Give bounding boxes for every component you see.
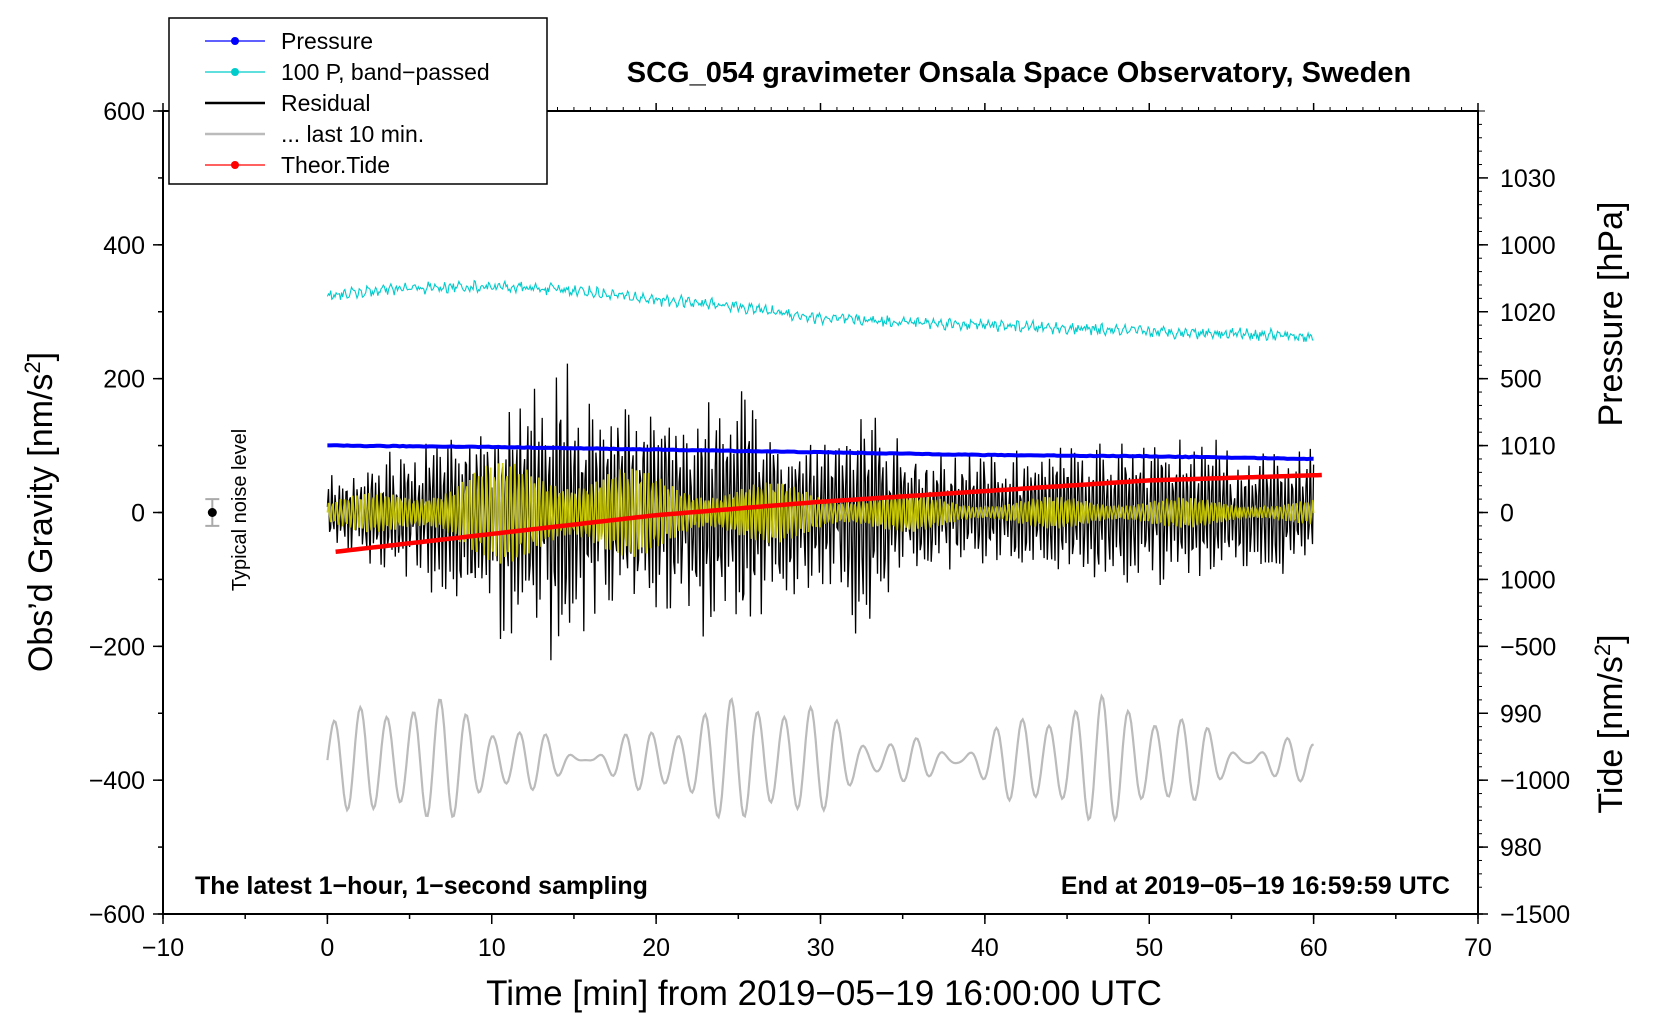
series-residual-bandpassed bbox=[326, 462, 1315, 564]
noise-level-label: Typical noise level bbox=[229, 429, 251, 591]
x-tick-label: 40 bbox=[971, 934, 999, 962]
tick-layer: −10 0 10 20 30 40 50 60 706004002000−200−400−600… bbox=[89, 98, 1571, 962]
tide-tick-label: 0 bbox=[1500, 500, 1514, 528]
legend-box bbox=[168, 17, 548, 185]
annotation-end-time: End at 2019−05−19 16:59:59 UTC bbox=[1061, 872, 1450, 900]
x-tick-label: 30 bbox=[807, 934, 835, 962]
y-tick-label: 0 bbox=[131, 500, 145, 528]
x-tick-label: 0 bbox=[320, 934, 334, 962]
y-tick-label: 400 bbox=[103, 232, 145, 260]
legend-label: Theor.Tide bbox=[281, 152, 390, 178]
legend-swatch-dot bbox=[231, 37, 239, 45]
legend-entries: Pressure 100 P, band−passed Residual ... la… bbox=[205, 28, 490, 178]
x-axis-label: Time [min] from 2019−05−19 16:00:00 UTC bbox=[486, 974, 1162, 1013]
y-tick-label: −200 bbox=[89, 633, 145, 661]
pressure-tick-label: 1000 bbox=[1500, 566, 1556, 594]
legend-label: Residual bbox=[281, 90, 371, 116]
legend-swatch-dot bbox=[231, 68, 239, 76]
y-axis-label-tide: Tide [nm/s2] bbox=[1590, 634, 1630, 813]
tide-tick-label: −1000 bbox=[1500, 767, 1570, 795]
y-axis-label-pressure: Pressure [hPa] bbox=[1592, 202, 1630, 427]
x-tick-label: 70 bbox=[1464, 934, 1492, 962]
legend-label: Pressure bbox=[281, 28, 373, 54]
pressure-tick-label: 980 bbox=[1500, 834, 1542, 862]
tide-tick-label: 500 bbox=[1500, 366, 1542, 394]
x-tick-label: 20 bbox=[642, 934, 670, 962]
legend-swatch-dot bbox=[231, 161, 239, 169]
x-tick-label: −10 bbox=[142, 934, 184, 962]
x-tick-label: 50 bbox=[1135, 934, 1163, 962]
chart-title: SCG_054 gravimeter Onsala Space Observat… bbox=[627, 57, 1411, 89]
x-tick-label: 10 bbox=[478, 934, 506, 962]
y-tick-label: −400 bbox=[89, 767, 145, 795]
y-tick-label: 200 bbox=[103, 366, 145, 394]
legend: Pressure 100 P, band−passed Residual ... la… bbox=[168, 17, 548, 185]
pressure-tick-label: 1030 bbox=[1500, 165, 1556, 193]
tide-tick-label: −500 bbox=[1500, 633, 1556, 661]
x-tick-label: 60 bbox=[1300, 934, 1328, 962]
series-layer bbox=[326, 279, 1322, 823]
pressure-tick-label: 1010 bbox=[1500, 433, 1556, 461]
noise-point bbox=[207, 508, 217, 517]
series-pressure-bandpassed bbox=[326, 279, 1314, 342]
pressure-tick-label: 990 bbox=[1500, 700, 1542, 728]
noise-level-marker bbox=[205, 498, 220, 527]
annotation-sampling: The latest 1−hour, 1−second sampling bbox=[195, 872, 648, 900]
legend-label: 100 P, band−passed bbox=[281, 59, 490, 85]
y-tick-label: −600 bbox=[89, 901, 145, 929]
legend-label: ... last 10 min. bbox=[281, 121, 424, 147]
y-axis-label-left: Obs’d Gravity [nm/s2] bbox=[20, 352, 60, 672]
tide-tick-label: 1000 bbox=[1500, 232, 1556, 260]
tide-tick-label: −1500 bbox=[1500, 901, 1570, 929]
series-last-10-min bbox=[326, 693, 1315, 823]
series-pressure bbox=[327, 443, 1314, 462]
pressure-tick-label: 1020 bbox=[1500, 299, 1556, 327]
series-theor-tide bbox=[335, 472, 1322, 554]
y-tick-label: 600 bbox=[103, 98, 145, 126]
